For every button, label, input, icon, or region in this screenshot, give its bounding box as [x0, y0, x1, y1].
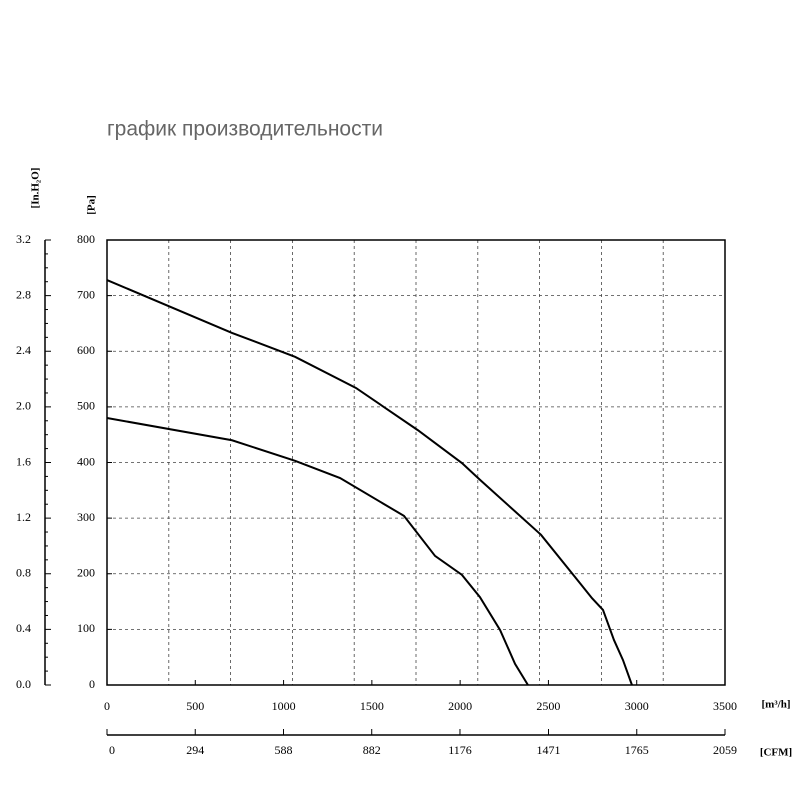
x-tick-label: 1000: [272, 699, 296, 713]
y2-axis-label: [In.H₂O]: [30, 168, 42, 209]
y2-tick-label: 1.6: [16, 454, 31, 468]
x-tick-label: 2500: [536, 699, 560, 713]
y-tick-label: 200: [77, 566, 95, 580]
y2-tick-label: 0.8: [16, 566, 31, 580]
y-tick-label: 800: [77, 232, 95, 246]
x2-tick-label: 882: [363, 743, 381, 757]
y-tick-label: 300: [77, 510, 95, 524]
y2-tick-label: 0.0: [16, 677, 31, 691]
x2-tick-label: 294: [186, 743, 204, 757]
x2-tick-label: 1176: [448, 743, 472, 757]
y2-tick-label: 0.4: [16, 621, 31, 635]
y2-tick-label: 2.8: [16, 287, 31, 301]
x2-axis-label: [CFM]: [760, 747, 792, 759]
x2-tick-label: 2059: [713, 743, 737, 757]
y2-tick-label: 2.4: [16, 343, 31, 357]
y-tick-label: 100: [77, 621, 95, 635]
x2-tick-label: 1765: [625, 743, 649, 757]
x-tick-label: 3000: [625, 699, 649, 713]
y2-tick-label: 1.2: [16, 510, 31, 524]
y-tick-label: 600: [77, 343, 95, 357]
x2-tick-label: 1471: [537, 743, 561, 757]
line-series: [106, 279, 633, 686]
x-tick-label: 2000: [448, 699, 472, 713]
y-tick-label: 700: [77, 287, 95, 301]
line-series: [106, 417, 529, 686]
chart-title: график производительности: [107, 118, 383, 141]
y2-tick-label: 3.2: [16, 232, 31, 246]
y2-tick-label: 2.0: [16, 399, 31, 413]
x2-tick-label: 588: [274, 743, 292, 757]
x2-tick-label: 0: [109, 743, 115, 757]
x-tick-label: 0: [104, 699, 110, 713]
x-tick-label: 1500: [360, 699, 384, 713]
x-axis-label: [m³/h]: [762, 699, 791, 711]
x-tick-label: 500: [186, 699, 204, 713]
y-tick-label: 400: [77, 454, 95, 468]
y-tick-label: 0: [89, 677, 95, 691]
y-axis-label: [Pa]: [86, 195, 98, 215]
y-tick-label: 500: [77, 399, 95, 413]
x-tick-label: 3500: [713, 699, 737, 713]
